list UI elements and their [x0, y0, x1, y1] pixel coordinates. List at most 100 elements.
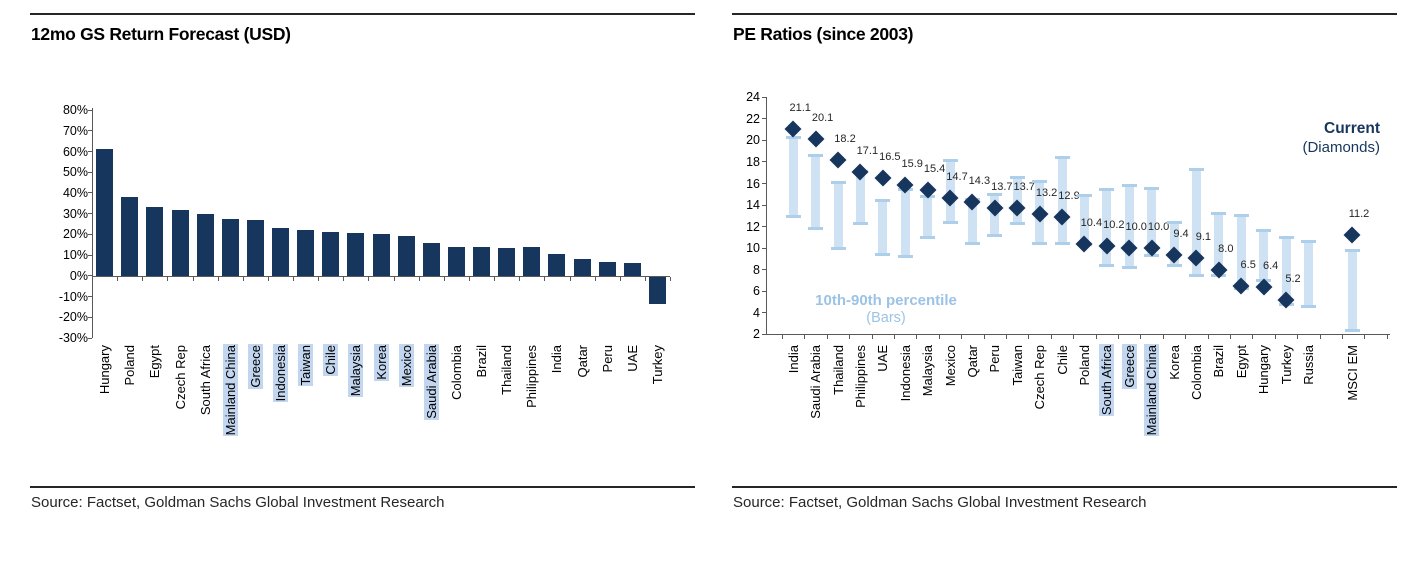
x-tick-mark [916, 335, 918, 340]
x-axis-category-label: South Africa [197, 344, 214, 471]
category-label-text: Greece [1121, 344, 1137, 389]
category-label-text: Mexico [942, 345, 958, 387]
y-tick-mark [88, 171, 92, 173]
category-label-text: Russia [1300, 345, 1316, 385]
y-tick-mark [762, 247, 766, 249]
y-tick-label: 16 [746, 176, 760, 191]
category-label-text: India [549, 345, 565, 374]
x-axis-category-label: Hungary [96, 344, 113, 471]
value-label: 8.0 [1218, 242, 1234, 255]
category-label-text: Turkey [649, 345, 665, 385]
category-label-text: Egypt [1233, 345, 1249, 379]
y-tick-mark [762, 269, 766, 271]
x-tick-mark [469, 276, 470, 281]
category-label-text: Brazil [1211, 345, 1227, 378]
x-tick-mark [619, 276, 621, 281]
percentile-cap-top [1144, 187, 1160, 191]
x-axis-category-label: Indonesia [897, 344, 914, 471]
bar [96, 149, 114, 276]
x-axis-category-label: Philippines [852, 344, 869, 471]
percentile-cap-top [1121, 184, 1137, 188]
x-tick-mark [242, 276, 244, 281]
percentile-range-bar [967, 199, 977, 244]
diamond-marker [829, 151, 847, 169]
percentile-cap-bottom [875, 253, 891, 257]
x-axis-category-label: Peru [986, 344, 1003, 471]
value-label: 9.1 [1195, 230, 1212, 243]
bar [648, 276, 666, 304]
category-label-text: South Africa [1099, 344, 1115, 417]
category-label-text: Peru [987, 345, 1003, 373]
value-label: 10.4 [1080, 216, 1103, 229]
bar [246, 219, 264, 276]
y-tick-mark [762, 139, 766, 141]
category-label-text: Korea [373, 344, 389, 381]
bar [573, 259, 591, 276]
y-tick-label: 80% [62, 103, 88, 117]
category-label-text: Philippines [524, 345, 540, 408]
category-label-text: Indonesia [897, 345, 913, 402]
x-axis-category-label: Mainland China [222, 344, 239, 471]
percentile-range-bar [1191, 169, 1201, 276]
value-label: 15.4 [923, 162, 946, 175]
value-label: 6.5 [1240, 258, 1256, 271]
x-axis-category-label: Czech Rep [1031, 344, 1048, 471]
diamond-marker [1232, 277, 1250, 295]
x-tick-mark [368, 276, 370, 281]
x-tick-mark [142, 276, 144, 281]
x-axis-category-label: Turkey [1278, 344, 1295, 471]
x-tick-mark [1364, 335, 1366, 340]
percentile-cap-top [1099, 188, 1115, 192]
return-forecast-chart: 80% 70% 60% 50% 40% 30% 20% 10% 0% -10% -20% -30% Hu… [30, 0, 695, 582]
y-tick-mark [88, 192, 92, 194]
percentile-range-bar [1057, 157, 1067, 244]
percentile-cap-bottom [920, 235, 936, 239]
y-tick-mark [762, 183, 766, 184]
category-label-text: Mainland China [1144, 344, 1160, 437]
diamond-marker [1053, 208, 1071, 226]
category-label-text: Czech Rep [172, 345, 188, 410]
y-tick-label: 10% [62, 248, 88, 263]
y-tick-mark [88, 233, 92, 235]
percentile-range-bar [1259, 230, 1269, 281]
bar [397, 236, 415, 276]
x-tick-mark [569, 276, 571, 281]
percentile-cap-bottom [1099, 263, 1115, 267]
y-tick-mark [762, 290, 766, 292]
y-tick-label: 0% [69, 268, 88, 283]
x-tick-mark [393, 276, 395, 281]
category-label-text: Colombia [1188, 345, 1204, 400]
category-label-text: Malaysia [920, 345, 936, 397]
diamond-marker [1120, 239, 1138, 257]
category-label-text: Brazil [474, 345, 489, 378]
x-tick-mark [217, 276, 219, 281]
value-label: 14.3 [968, 174, 991, 187]
percentile-cap-bottom [1032, 242, 1048, 246]
category-label-text: Czech Rep [1032, 345, 1048, 410]
y-tick-label: 2 [753, 327, 760, 342]
bar [473, 246, 490, 276]
y-axis-line [766, 97, 767, 335]
page-title: 12mo GS Return Forecast (USD) [31, 24, 291, 44]
bar [146, 207, 164, 276]
percentile-cap-top [1233, 214, 1249, 218]
x-tick-mark [343, 276, 345, 281]
category-label-text: Poland [1076, 345, 1092, 386]
diamond-marker [807, 130, 825, 148]
x-axis-category-label: Korea [1166, 344, 1183, 471]
category-label-text: India [785, 345, 801, 374]
x-axis-category-label: Indonesia [272, 344, 289, 471]
y-tick-label: 8 [753, 262, 760, 277]
percentile-cap-top [875, 199, 891, 203]
bar [272, 228, 289, 276]
x-axis-category-label: Malaysia [347, 344, 364, 471]
percentile-range-bar [1079, 195, 1089, 245]
percentile-cap-bottom [1300, 304, 1316, 308]
value-label: 17.1 [856, 144, 879, 157]
x-tick-mark [167, 276, 169, 281]
x-axis-category-label: UAE [874, 344, 891, 471]
percentile-cap-bottom [1166, 263, 1182, 267]
percentile-cap-top [785, 135, 801, 139]
top-rule [30, 13, 695, 15]
category-label-text: Qatar [964, 345, 980, 378]
